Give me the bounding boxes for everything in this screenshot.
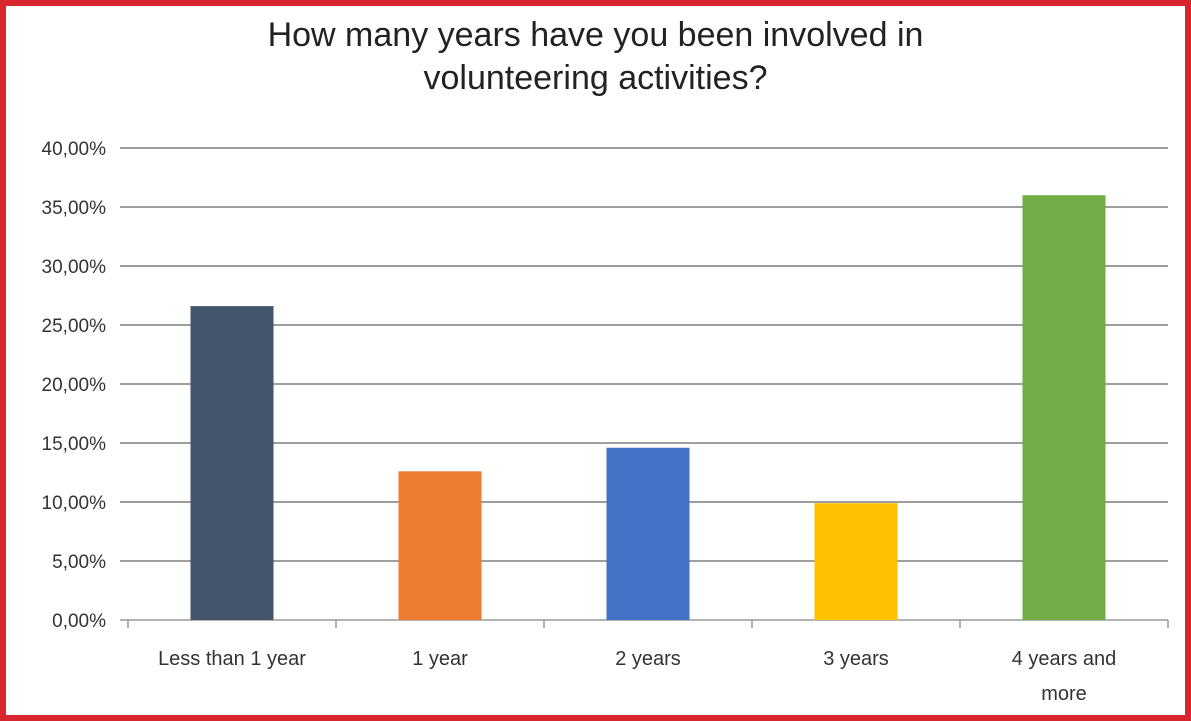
y-tick-label: 40,00%	[42, 139, 107, 160]
y-tick-label: 10,00%	[42, 493, 107, 514]
bar	[398, 471, 482, 620]
x-category-label: 1 year	[412, 648, 468, 670]
x-category-label: 2 years	[615, 648, 681, 670]
chart-title-line-2: volunteering activities?	[423, 59, 768, 97]
x-category-label: 4 years and	[1012, 648, 1117, 670]
x-category-label: 3 years	[823, 648, 889, 670]
y-tick-label: 20,00%	[42, 375, 107, 396]
bar	[814, 503, 898, 620]
y-tick-label: 15,00%	[42, 434, 107, 455]
y-tick-label: 5,00%	[52, 552, 106, 573]
x-category-label: Less than 1 year	[158, 648, 306, 670]
bar	[190, 306, 274, 620]
y-tick-label: 25,00%	[42, 316, 107, 337]
bar	[606, 447, 690, 620]
y-tick-label: 0,00%	[52, 611, 106, 632]
chart-title-line-1: How many years have you been involved in	[267, 16, 924, 54]
y-tick-label: 35,00%	[42, 198, 107, 219]
y-tick-label: 30,00%	[42, 257, 107, 278]
chart-title: How many years have you been involved in…	[0, 14, 1191, 100]
bar	[1022, 195, 1106, 620]
x-category-label: more	[1041, 683, 1087, 705]
